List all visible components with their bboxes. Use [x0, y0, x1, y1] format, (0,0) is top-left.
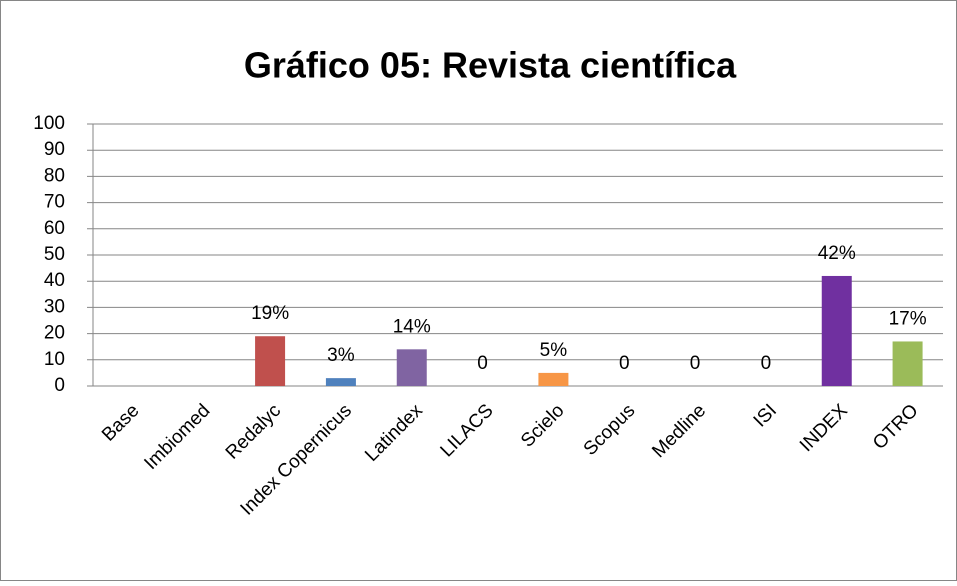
data-label: 17% [889, 308, 927, 329]
y-tick-label: 10 [44, 349, 65, 370]
data-label: 14% [393, 316, 431, 337]
data-label: 0 [761, 353, 772, 374]
bar [538, 372, 569, 386]
y-tick-label: 30 [44, 296, 65, 317]
data-label: 5% [540, 340, 568, 361]
y-tick-label: 90 [44, 139, 65, 160]
bar [255, 336, 286, 386]
bar [821, 275, 852, 386]
y-tick-label: 50 [44, 244, 65, 265]
y-tick-label: 70 [44, 192, 65, 213]
data-label: 0 [477, 353, 488, 374]
y-tick-label: 0 [54, 375, 65, 396]
chart-title: Gráfico 05: Revista científica [244, 45, 737, 86]
y-tick-label: 60 [44, 218, 65, 239]
bar [396, 349, 427, 386]
y-tick-label: 20 [44, 323, 65, 344]
y-tick-label: 80 [44, 165, 65, 186]
bar [325, 378, 356, 386]
y-tick-label: 100 [33, 113, 65, 134]
data-label: 0 [619, 353, 630, 374]
data-label: 0 [690, 353, 701, 374]
data-label: 42% [818, 243, 856, 264]
bar [892, 341, 923, 386]
data-label: 3% [327, 345, 355, 366]
data-label: 19% [251, 303, 289, 324]
y-tick-label: 40 [44, 270, 65, 291]
